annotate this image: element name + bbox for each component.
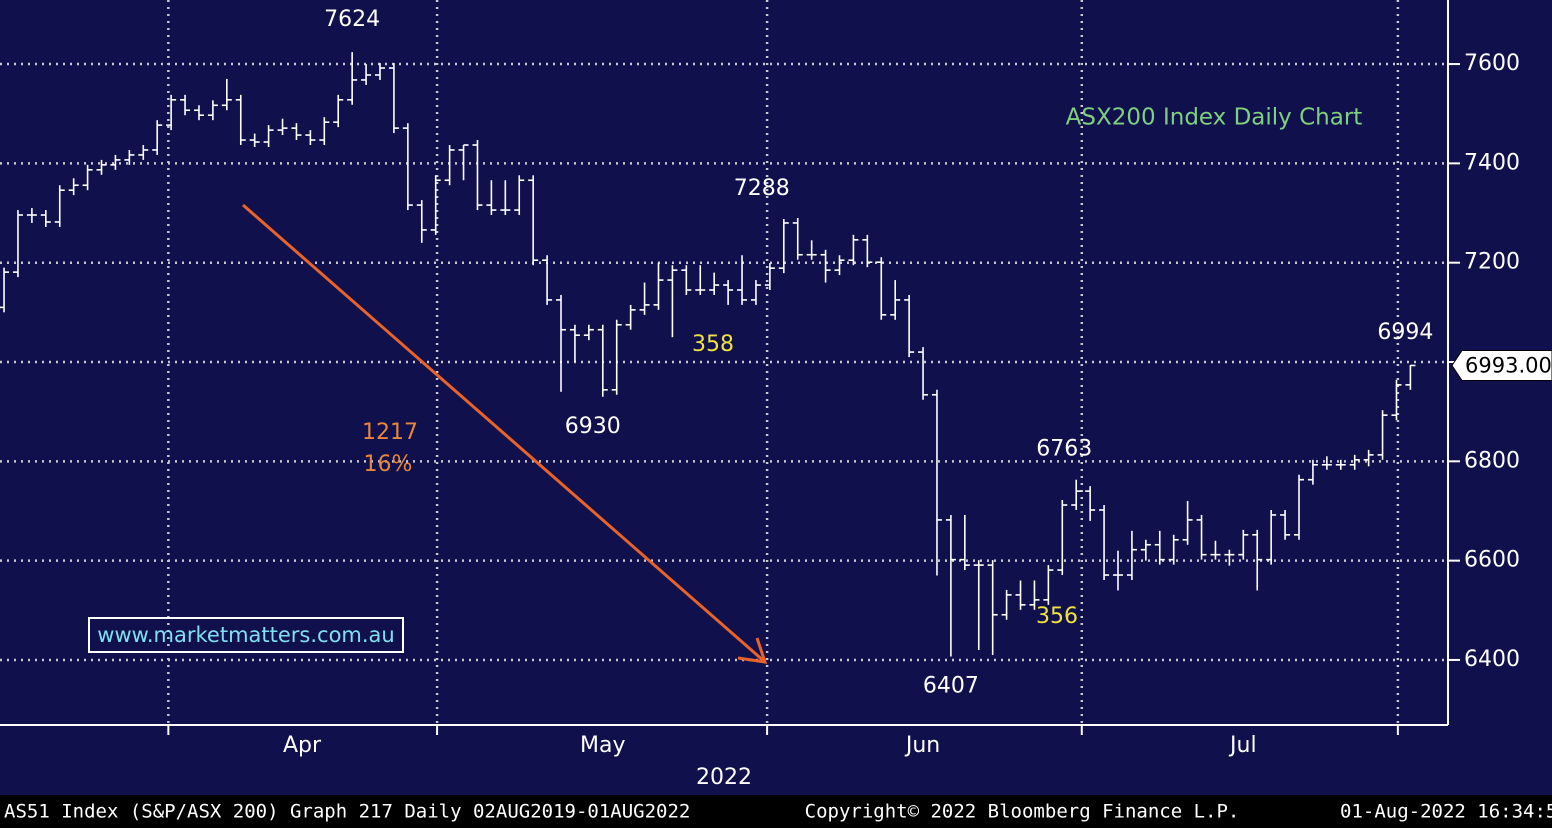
y-tick-label: 7200 [1464,250,1520,275]
bars [0,52,1416,657]
watermark: www.marketmatters.com.au [97,623,394,647]
y-tick-label: 6800 [1464,448,1520,473]
extreme-label: 6763 [1036,437,1092,462]
footer-center: Copyright© 2022 Bloomberg Finance L.P. [805,801,1240,823]
background [0,0,1552,795]
annotation: 16% [364,452,413,477]
extreme-label: 7624 [324,7,380,32]
footer-right: 01-Aug-2022 16:34:5 [1340,801,1552,823]
y-tick-label: 7400 [1464,150,1520,175]
y-tick-label: 6400 [1464,647,1520,672]
chart-title: ASX200 Index Daily Chart [1066,105,1363,131]
x-tick-label: May [580,733,625,758]
annotation: 358 [692,332,734,357]
last-price-label: 6993.00 [1465,353,1552,377]
last-price-box [1451,349,1552,381]
y-tick-label: 6600 [1464,548,1520,573]
annotation: 356 [1036,604,1078,629]
extreme-label: 6994 [1377,320,1433,345]
extreme-label: 6407 [923,673,979,698]
footer-left: AS51 Index (S&P/ASX 200) Graph 217 Daily… [4,801,690,823]
trend-arrow [242,203,766,664]
x-tick-label: Jun [904,733,940,758]
extreme-label: 6930 [565,414,621,439]
arrow-head [737,637,768,664]
year-label: 2022 [696,765,752,790]
y-tick-label: 7600 [1464,51,1520,76]
annotation: 1217 [362,420,418,445]
x-tick-label: Apr [283,733,322,758]
x-tick-label: Jul [1228,733,1257,758]
watermark-box [88,617,404,653]
footer-bar [0,795,1552,828]
extreme-label: 7288 [734,176,790,201]
grid [0,0,1448,725]
